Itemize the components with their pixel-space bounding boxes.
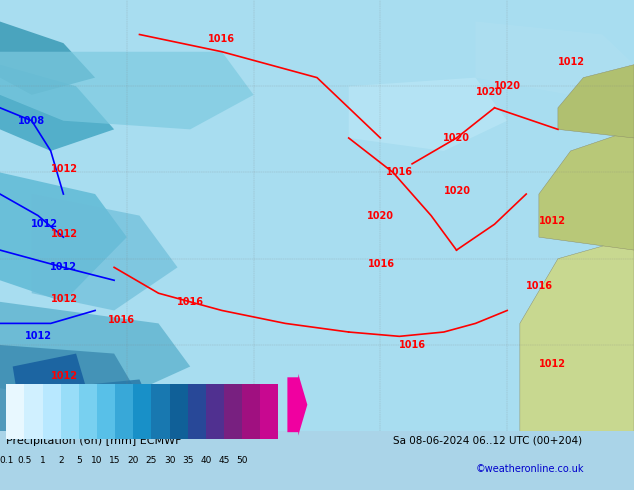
Polygon shape	[0, 345, 139, 431]
Polygon shape	[0, 65, 114, 151]
Text: 1016: 1016	[108, 316, 135, 325]
Text: 15: 15	[110, 456, 121, 465]
Text: 1012: 1012	[51, 294, 78, 304]
Text: 45: 45	[218, 456, 230, 465]
Polygon shape	[0, 52, 254, 129]
Text: 1020: 1020	[367, 211, 394, 220]
Text: 1016: 1016	[386, 168, 413, 177]
Text: Sa 08-06-2024 06..12 UTC (00+204): Sa 08-06-2024 06..12 UTC (00+204)	[393, 436, 582, 446]
Polygon shape	[349, 77, 507, 151]
Bar	[61, 384, 79, 439]
Text: 1012: 1012	[51, 371, 78, 381]
Text: 1020: 1020	[494, 81, 521, 91]
Text: 35: 35	[182, 456, 193, 465]
Text: 1016: 1016	[177, 297, 204, 307]
Text: ©weatheronline.co.uk: ©weatheronline.co.uk	[476, 465, 584, 474]
Polygon shape	[476, 22, 634, 95]
Bar	[79, 384, 97, 439]
Text: 1: 1	[40, 456, 46, 465]
Text: 0.1: 0.1	[0, 456, 13, 465]
Bar	[260, 384, 278, 439]
Text: 40: 40	[200, 456, 212, 465]
Bar	[6, 384, 25, 439]
Bar	[115, 384, 133, 439]
Text: 1016: 1016	[399, 340, 425, 350]
Text: 1012: 1012	[539, 216, 566, 226]
Bar	[25, 384, 42, 439]
Bar	[206, 384, 224, 439]
Text: 1012: 1012	[25, 331, 51, 342]
Bar	[224, 384, 242, 439]
Polygon shape	[0, 172, 127, 302]
Polygon shape	[13, 354, 89, 405]
Text: 1012: 1012	[51, 229, 78, 239]
FancyArrow shape	[287, 374, 307, 436]
Polygon shape	[520, 237, 634, 431]
Text: 25: 25	[146, 456, 157, 465]
Text: 10: 10	[91, 456, 103, 465]
Text: 1012: 1012	[539, 359, 566, 368]
Text: 50: 50	[236, 456, 248, 465]
Bar	[169, 384, 188, 439]
Text: 1008: 1008	[18, 116, 45, 126]
Text: 1020: 1020	[443, 133, 470, 143]
Polygon shape	[0, 22, 95, 95]
Text: 1016: 1016	[368, 259, 395, 270]
Text: 20: 20	[127, 456, 139, 465]
Polygon shape	[32, 379, 158, 431]
Polygon shape	[558, 65, 634, 138]
Bar	[133, 384, 152, 439]
Bar	[242, 384, 260, 439]
Bar	[97, 384, 115, 439]
Text: 1016: 1016	[526, 281, 553, 291]
Text: 5: 5	[76, 456, 82, 465]
Text: 1020: 1020	[444, 186, 471, 196]
Polygon shape	[539, 129, 634, 250]
Text: 1012: 1012	[558, 57, 585, 67]
Text: 1012: 1012	[51, 165, 78, 174]
Polygon shape	[0, 302, 190, 410]
Text: Precipitation (6h) [mm] ECMWF: Precipitation (6h) [mm] ECMWF	[6, 436, 182, 446]
Bar	[42, 384, 61, 439]
Bar	[188, 384, 206, 439]
Polygon shape	[0, 0, 634, 431]
Text: 1012: 1012	[31, 219, 58, 229]
Text: 1020: 1020	[476, 87, 503, 97]
Text: 30: 30	[164, 456, 175, 465]
Polygon shape	[32, 194, 178, 311]
Text: 2: 2	[58, 456, 63, 465]
Text: 1012: 1012	[50, 262, 77, 272]
Bar	[152, 384, 169, 439]
Text: 0.5: 0.5	[17, 456, 32, 465]
Text: 1016: 1016	[209, 34, 235, 44]
